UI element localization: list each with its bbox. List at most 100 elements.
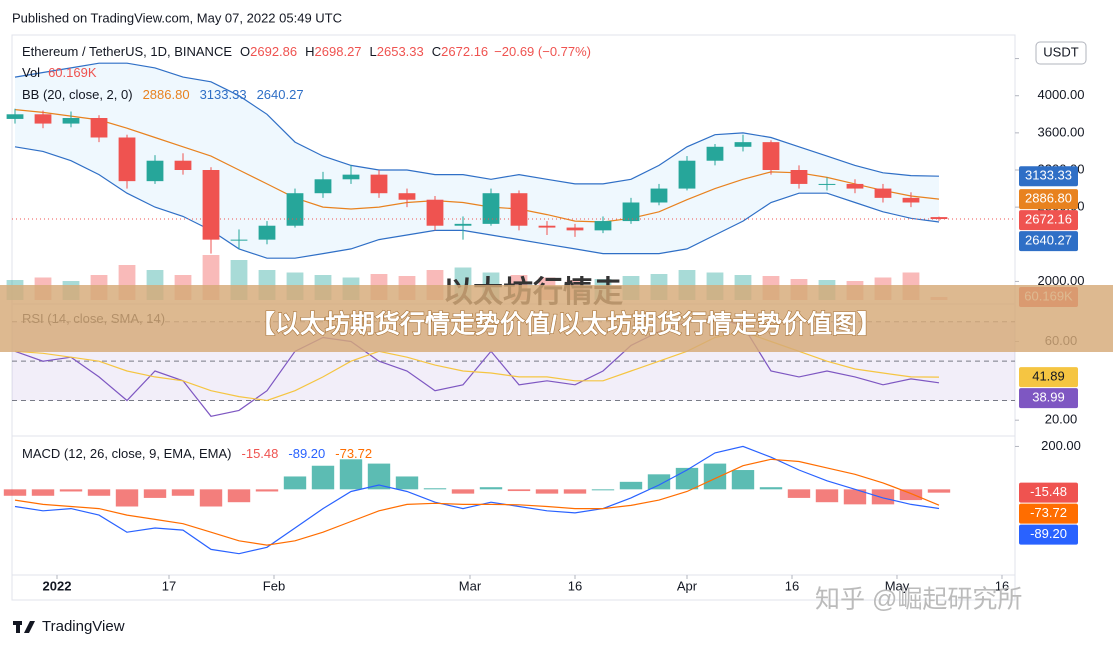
ohlc-key: H: [305, 44, 314, 59]
histogram-bar: [423, 488, 447, 490]
price-badge: [1019, 503, 1078, 524]
candle-body: [426, 199, 444, 226]
candle-body: [342, 174, 360, 180]
published-note: Published on TradingView.com, May 07, 20…: [12, 10, 342, 25]
currency-label: USDT: [1043, 44, 1078, 59]
candle-body: [286, 193, 304, 226]
candle-body: [566, 227, 584, 231]
candle-body: [790, 170, 808, 184]
price-badge-label: 2672.16: [1025, 212, 1072, 227]
histogram-bar: [339, 459, 363, 490]
price-badge: [1019, 189, 1078, 210]
histogram-bar: [507, 489, 531, 492]
histogram-bar: [143, 489, 167, 498]
candle-body: [734, 142, 752, 147]
candle-body: [454, 223, 472, 226]
brand-logo: [13, 621, 35, 633]
banner-text: 【以太坊期货行情走势价值/以太坊期货行情走势价值图】: [250, 310, 882, 339]
candle-body: [510, 193, 528, 226]
legend-value: -73.72: [335, 446, 372, 461]
candle-body: [846, 183, 864, 189]
y-tick-label: 4000.00: [1038, 87, 1085, 102]
volume-value: 60.169K: [48, 65, 97, 80]
x-tick-label: 16: [568, 578, 582, 593]
candle-body: [258, 225, 276, 240]
bb-line: [14, 109, 940, 223]
ohlc-value: 2672.16: [441, 44, 488, 59]
ohlc-value: 2692.86: [250, 44, 297, 59]
ohlc-value: 2698.27: [315, 44, 362, 59]
y-tick-label: 200.00: [1041, 438, 1081, 453]
bb-line: [14, 146, 940, 259]
histogram-bar: [31, 489, 55, 496]
histogram-bar: [927, 489, 951, 493]
price-badge-label: -89.20: [1030, 526, 1067, 541]
candle-body: [538, 225, 556, 228]
candle-body: [706, 146, 724, 161]
histogram-bar: [59, 489, 83, 492]
x-tick-label: Mar: [459, 578, 482, 593]
candle-body: [930, 217, 948, 220]
histogram-bar: [731, 470, 755, 490]
candle-body: [902, 197, 920, 203]
histogram-bar: [367, 463, 391, 490]
legend-value: -89.20: [288, 446, 325, 461]
candle-body: [90, 118, 108, 138]
price-badge-label: -73.72: [1030, 505, 1067, 520]
pane-legend: Ethereum / TetherUS, 1D, BINANCE O2692.86…: [22, 44, 591, 59]
price-badge: [1019, 482, 1078, 503]
histogram-bar: [563, 489, 587, 494]
candle-body: [874, 188, 892, 198]
logo-part: [24, 621, 35, 633]
pane-legend: MACD (12, 26, close, 9, EMA, EMA) -15.48-…: [22, 446, 372, 461]
price-badge: [1019, 388, 1078, 409]
x-tick-label: 16: [995, 578, 1009, 593]
candle-body: [762, 142, 780, 170]
x-tick-label: May: [885, 578, 910, 593]
histogram-bar: [283, 476, 307, 490]
price-badge-label: 38.99: [1032, 390, 1065, 405]
candle-body: [118, 137, 136, 182]
candle-body: [146, 160, 164, 182]
x-tick-label: 17: [162, 578, 176, 593]
candle-body: [6, 114, 24, 119]
ohlc-key: O: [240, 44, 250, 59]
histogram-bar: [255, 489, 279, 492]
candle-body: [230, 239, 248, 241]
legend-value: -15.48: [242, 446, 279, 461]
bb-line: [14, 62, 940, 185]
histogram-bar: [199, 489, 223, 507]
candle-body: [314, 179, 332, 194]
price-badge: [1019, 231, 1078, 252]
candle-body: [62, 118, 80, 124]
price-badge-label: 3133.33: [1025, 168, 1072, 183]
price-badge-label: 2640.27: [1025, 233, 1072, 248]
histogram-bar: [815, 489, 839, 503]
histogram-bar: [227, 489, 251, 503]
histogram-bar: [311, 465, 335, 490]
x-tick-label: Apr: [677, 578, 698, 593]
indicator-line: [14, 458, 940, 546]
histogram-bar: [647, 474, 671, 490]
currency-button[interactable]: [1035, 41, 1087, 65]
bb-fill: [15, 63, 939, 259]
x-tick-label: 2022: [43, 578, 72, 593]
histogram-bar: [591, 489, 615, 491]
candle-body: [370, 174, 388, 194]
ohlc-value: 2653.33: [377, 44, 424, 59]
histogram-bar: [675, 467, 699, 490]
candle-body: [622, 202, 640, 222]
histogram-bar: [535, 489, 559, 494]
candle-body: [202, 170, 220, 240]
indicator-line: [14, 317, 940, 417]
bb-value: 2640.27: [257, 87, 304, 102]
price-badge: [1019, 367, 1078, 388]
change: −20.69 (−0.77%): [494, 44, 591, 59]
price-badge-label: -15.48: [1030, 484, 1067, 499]
histogram-bar: [899, 489, 923, 501]
indicator-title: MACD (12, 26, close, 9, EMA, EMA): [22, 446, 232, 461]
banner: [0, 285, 1113, 352]
histogram-bar: [703, 463, 727, 490]
candle-body: [482, 193, 500, 224]
price-badge: [1019, 524, 1078, 545]
